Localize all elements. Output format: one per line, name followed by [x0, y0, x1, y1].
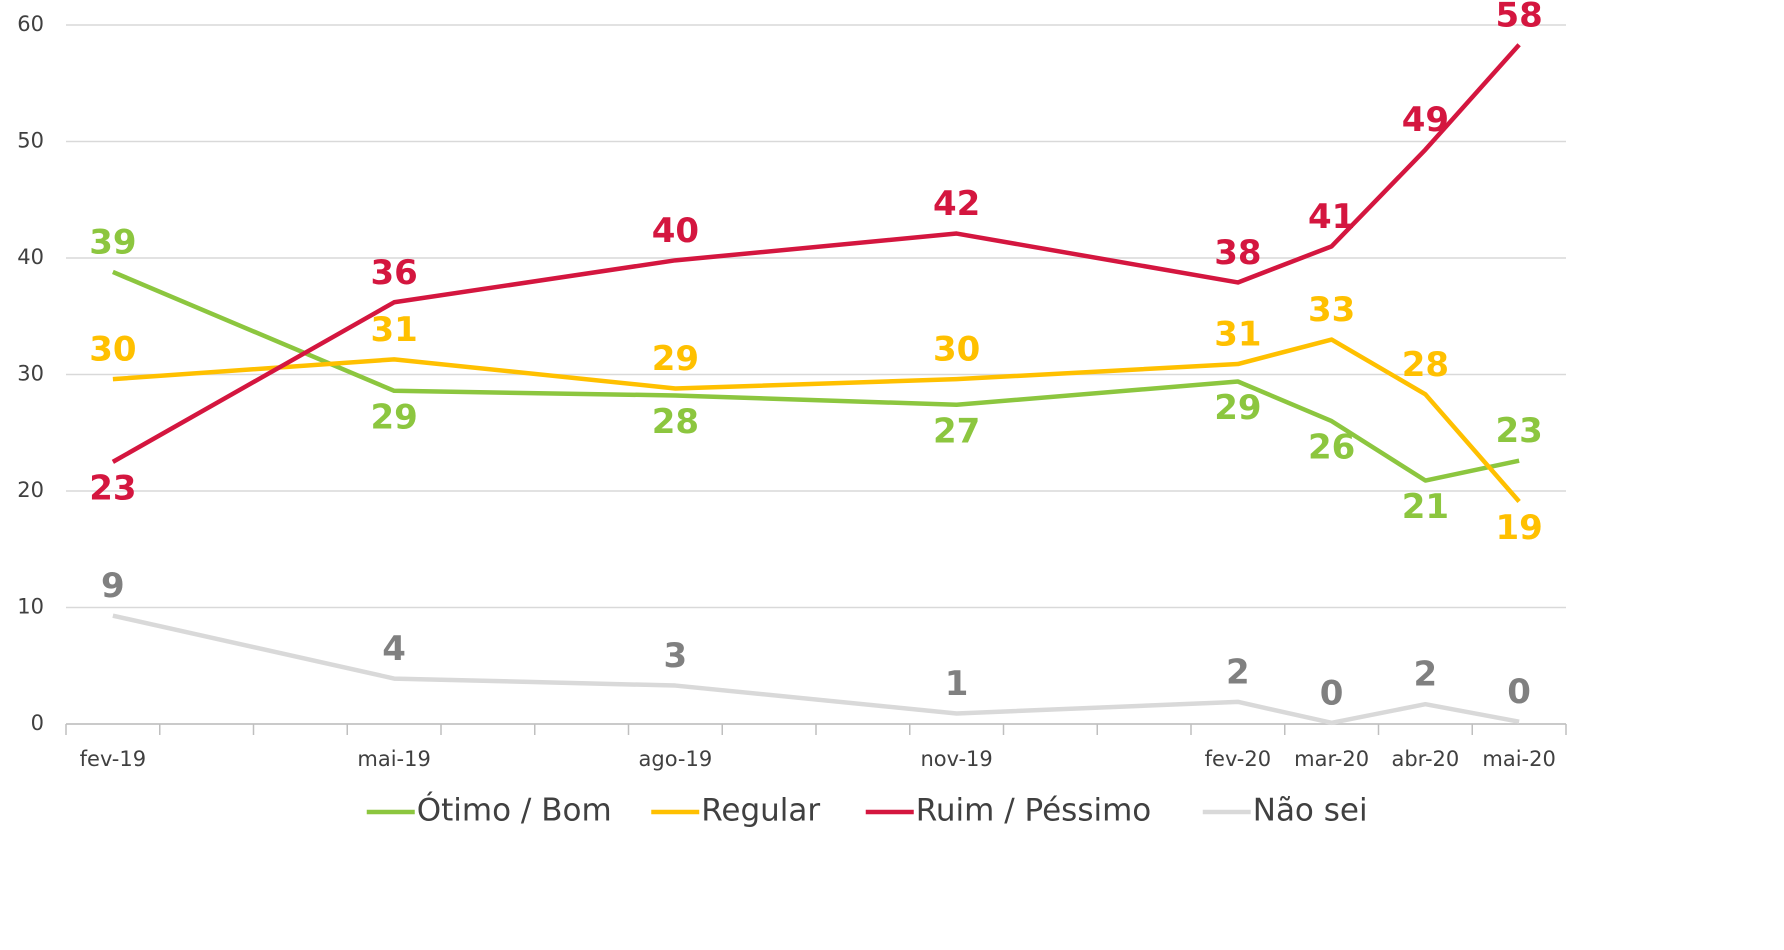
x-tick-label: mai-20 [1482, 747, 1555, 771]
data-label: 23 [1495, 411, 1542, 451]
y-tick-label: 10 [17, 595, 44, 619]
series-line [111, 269, 1520, 483]
legend-label: Regular [701, 793, 820, 829]
x-tick-label: ago-19 [639, 747, 713, 771]
data-label: 2 [1226, 652, 1250, 692]
data-label: 33 [1308, 290, 1355, 330]
data-label: 9 [101, 566, 125, 606]
series-line [112, 613, 1520, 726]
data-label: 30 [933, 330, 980, 370]
x-tick-label: abr-20 [1391, 747, 1459, 771]
series-line [111, 43, 1521, 464]
data-label: 3 [664, 636, 688, 676]
data-label: 40 [652, 211, 699, 251]
data-label: 29 [1214, 388, 1261, 428]
data-label: 28 [1402, 345, 1449, 385]
y-tick-label: 20 [17, 478, 44, 502]
y-tick-label: 50 [17, 129, 44, 153]
legend-label: Não sei [1253, 793, 1368, 829]
data-label: 36 [370, 253, 417, 293]
data-label: 41 [1308, 197, 1355, 237]
data-label: 4 [382, 629, 406, 669]
data-label: 31 [370, 310, 417, 350]
data-label: 31 [1214, 315, 1261, 355]
data-label: 49 [1402, 100, 1449, 140]
data-label: 0 [1320, 673, 1344, 713]
data-label: 28 [652, 402, 699, 442]
legend-label: Ruim / Péssimo [916, 793, 1152, 829]
data-label: 30 [89, 330, 136, 370]
x-tick-label: fev-20 [1205, 747, 1271, 771]
x-tick-label: nov-19 [920, 747, 992, 771]
x-tick-label: mar-20 [1294, 747, 1369, 771]
data-label: 27 [933, 411, 980, 451]
data-label: 38 [1214, 233, 1261, 273]
data-label: 23 [89, 468, 136, 508]
data-label: 19 [1495, 508, 1542, 548]
data-label: 29 [652, 339, 699, 379]
data-label: 39 [89, 222, 136, 262]
legend-label: Ótimo / Bom [417, 792, 612, 829]
x-tick-label: mai-19 [357, 747, 430, 771]
y-tick-label: 30 [17, 362, 44, 386]
x-tick-label: fev-19 [80, 747, 146, 771]
y-tick-label: 60 [17, 12, 44, 36]
data-label: 21 [1402, 487, 1449, 527]
series-line [112, 337, 1521, 503]
data-label: 58 [1495, 0, 1542, 35]
data-label: 1 [945, 664, 969, 704]
y-tick-label: 0 [31, 711, 44, 735]
data-label: 2 [1414, 655, 1438, 695]
data-label: 26 [1308, 428, 1355, 468]
data-label: 0 [1507, 672, 1531, 712]
y-tick-label: 40 [17, 245, 44, 269]
data-label: 42 [933, 184, 980, 224]
data-label: 29 [370, 397, 417, 437]
